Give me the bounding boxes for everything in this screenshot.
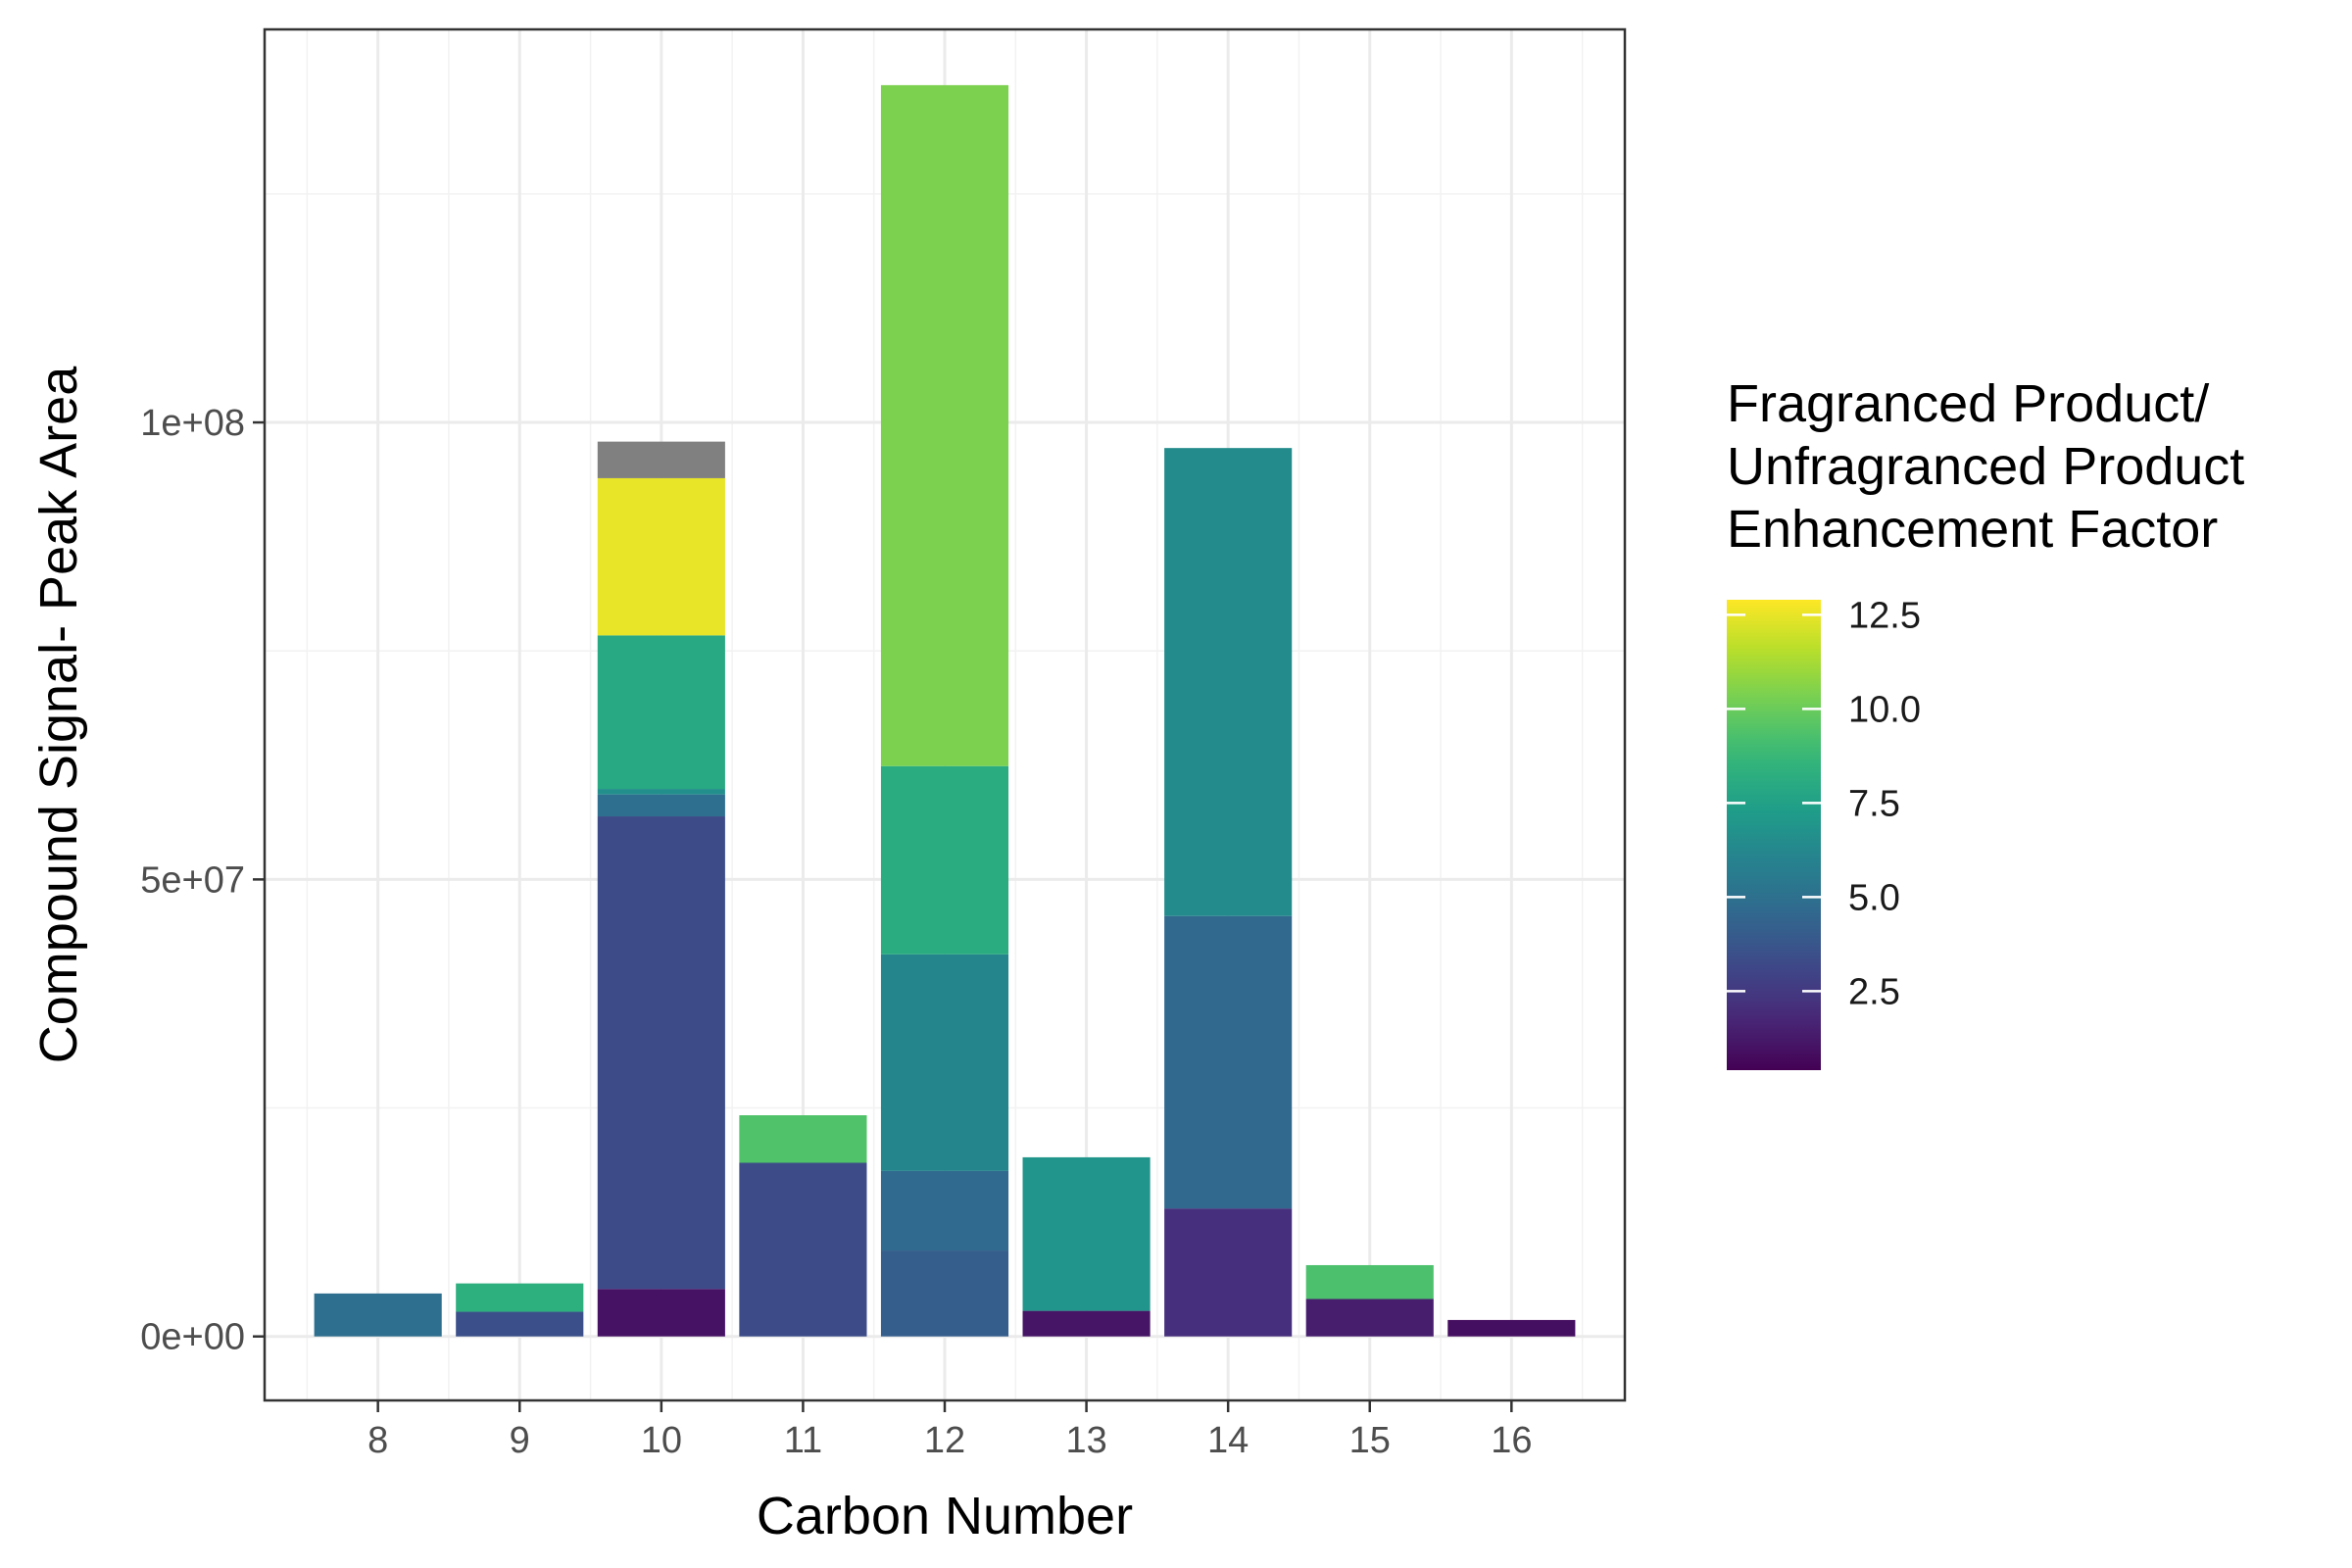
bar-segment [739, 1115, 867, 1163]
bar-segment [739, 1162, 867, 1337]
bar-segment [1022, 1310, 1151, 1337]
bar-segment [880, 1170, 1009, 1251]
bar-segment [1447, 1319, 1576, 1337]
y-tick-label: 0e+00 [140, 1317, 245, 1358]
legend-title-line-3: Enhancement Factor [1727, 500, 2219, 559]
bar-segment [880, 1250, 1009, 1337]
bar-segment [597, 789, 725, 795]
colorbar: 2.5 5.0 7.5 10.0 12.5 [1727, 595, 1921, 1070]
x-tick-label: 13 [1065, 1420, 1106, 1461]
y-tick-label: 1e+08 [140, 403, 245, 444]
colorbar-tick-label: 12.5 [1848, 595, 1921, 636]
bar-segment [597, 816, 725, 1290]
x-tick-label: 8 [368, 1420, 388, 1461]
y-axis-title: Compound Signal- Peak Area [29, 366, 88, 1063]
bar-segment [597, 1289, 725, 1337]
legend-title-line-2: Unfragranced Product [1727, 437, 2245, 496]
bar-segment [880, 954, 1009, 1171]
legend-title-line-1: Fragranced Product/ [1727, 374, 2210, 433]
colorbar-tick-label: 5.0 [1848, 877, 1900, 918]
x-axis-title: Carbon Number [757, 1487, 1133, 1545]
bar-segment [597, 794, 725, 817]
bar-segment [597, 441, 725, 478]
x-tick-label: 10 [641, 1420, 682, 1461]
bar-segment [1164, 1208, 1293, 1337]
colorbar-gradient [1727, 600, 1821, 1070]
legend: Fragranced Product/ Unfragranced Product… [1727, 372, 2315, 1092]
bar-segment [597, 635, 725, 790]
x-tick-label: 9 [510, 1420, 530, 1461]
colorbar-tick-label: 7.5 [1848, 783, 1900, 824]
bar-segment [456, 1311, 584, 1337]
x-tick-label: 16 [1491, 1420, 1532, 1461]
colorbar-tick-label: 10.0 [1848, 689, 1921, 730]
bar-segment [456, 1283, 584, 1312]
y-tick-label: 5e+07 [140, 859, 245, 901]
bar-segment [1164, 915, 1293, 1209]
bar-segment [597, 477, 725, 636]
x-tick-label: 14 [1207, 1420, 1249, 1461]
bar-segment [1305, 1264, 1434, 1299]
bar-segment [314, 1293, 442, 1337]
x-tick-label: 15 [1349, 1420, 1391, 1461]
bar-segment [1022, 1156, 1151, 1311]
bar-segment [880, 765, 1009, 955]
x-tick-label: 12 [924, 1420, 965, 1461]
bar-segment [1164, 448, 1293, 916]
bar-segment [1305, 1298, 1434, 1337]
colorbar-tick-label: 2.5 [1848, 971, 1900, 1012]
bar-segment [880, 84, 1009, 766]
x-tick-label: 11 [784, 1420, 822, 1461]
